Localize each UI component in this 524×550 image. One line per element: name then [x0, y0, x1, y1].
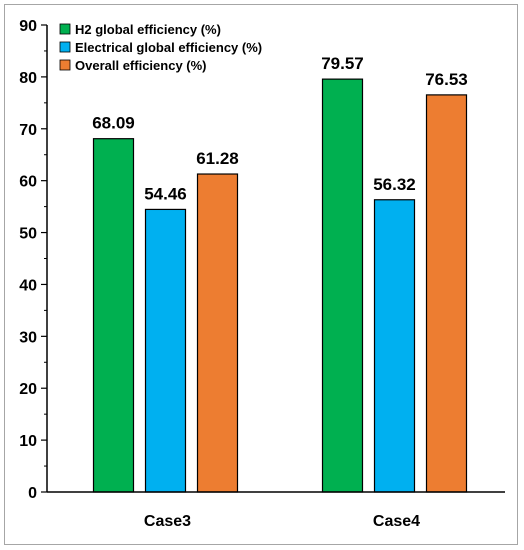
y-tick-label: 20	[19, 381, 37, 398]
bar	[196, 173, 239, 493]
y-tick-label: 0	[28, 485, 37, 502]
y-tick-label: 40	[19, 277, 37, 294]
data-label: 76.53	[425, 70, 468, 89]
legend-swatch	[59, 23, 71, 35]
data-label: 79.57	[321, 54, 364, 73]
y-tick-label: 10	[19, 433, 37, 450]
x-tick-label: Case3	[144, 513, 191, 530]
y-axis: 0 10 20 30 40 50 60 70 80 90	[19, 18, 48, 502]
legend-swatch	[59, 41, 71, 53]
bars	[92, 78, 468, 493]
data-labels: 68.09 54.46 61.28 79.57 56.32 76.53	[92, 54, 468, 203]
bar	[92, 138, 135, 493]
x-tick-label: Case4	[373, 513, 420, 530]
bar	[425, 94, 468, 493]
x-axis: Case3 Case4	[47, 491, 505, 530]
data-label: 68.09	[92, 114, 135, 133]
bar	[144, 208, 187, 493]
bar	[321, 78, 364, 493]
y-tick-label: 80	[19, 70, 37, 87]
data-label: 54.46	[144, 184, 187, 203]
legend: H2 global efficiency (%) Electrical globa…	[59, 22, 262, 73]
legend-swatch	[59, 59, 71, 71]
y-tick-label: 50	[19, 226, 37, 243]
legend-label: Overall efficiency (%)	[75, 58, 207, 73]
y-tick-label: 90	[19, 18, 37, 35]
data-label: 61.28	[196, 149, 239, 168]
legend-label: H2 global efficiency (%)	[75, 22, 221, 37]
legend-label: Electrical global efficiency (%)	[75, 40, 262, 55]
y-tick-label: 30	[19, 329, 37, 346]
y-tick-label: 60	[19, 174, 37, 191]
data-label: 56.32	[373, 175, 416, 194]
y-tick-label: 70	[19, 122, 37, 139]
bar	[373, 199, 416, 493]
